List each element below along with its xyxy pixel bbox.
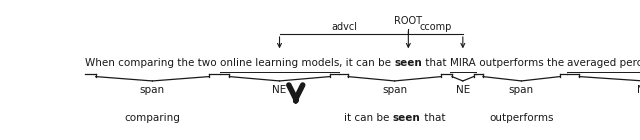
Text: When comparing the two: When comparing the two [85,58,220,68]
Text: seen: seen [393,113,420,123]
Text: span: span [382,85,407,95]
Text: , it can be: , it can be [339,58,394,68]
Text: NE: NE [456,85,470,95]
Text: that: that [420,113,445,123]
Text: it can be: it can be [344,113,393,123]
Text: MIRA: MIRA [450,58,476,68]
Text: ccomp: ccomp [419,22,452,32]
Text: span: span [140,85,165,95]
Text: outperforms the: outperforms the [476,58,567,68]
Text: NE: NE [273,85,287,95]
Text: NE: NE [637,85,640,95]
Text: averaged perceptron method: averaged perceptron method [567,58,640,68]
Text: comparing: comparing [124,113,180,123]
Text: ROOT: ROOT [394,16,422,26]
Text: outperforms: outperforms [489,113,554,123]
Text: online learning models: online learning models [220,58,339,68]
Text: seen: seen [394,58,422,68]
Text: advcl: advcl [331,22,357,32]
Text: span: span [509,85,534,95]
Text: that: that [422,58,450,68]
